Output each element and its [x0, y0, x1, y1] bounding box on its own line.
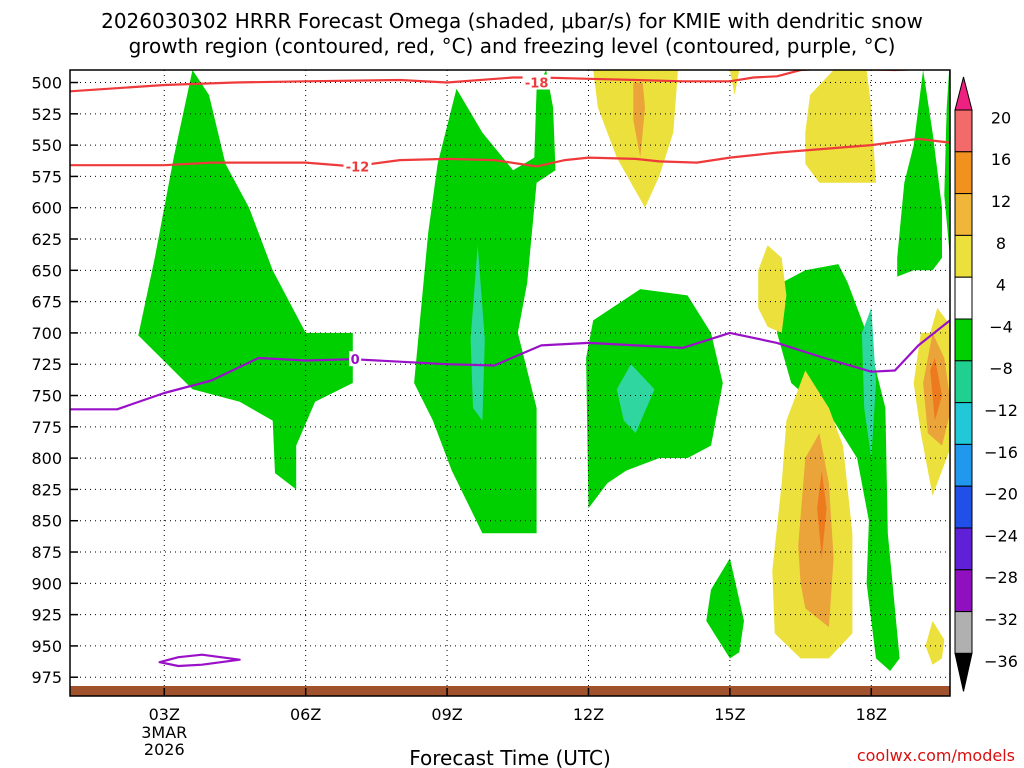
- colorbar-label-7: −12: [984, 401, 1018, 420]
- omega-region-6-teal: [861, 307, 876, 459]
- y-axis-ticks: 500 525 550 575 600 625 650 675 700 725 750 775 800 8…: [31, 74, 78, 687]
- y-tick-label-525: 525: [31, 105, 62, 124]
- x-tick-label-09Z: 09Z: [431, 705, 462, 724]
- colorbar-bottom-arrow: [954, 652, 973, 692]
- colorbar-label-5: −4: [989, 317, 1013, 336]
- purple-contour-1: [158, 653, 241, 668]
- colorbar-swatch-8: [954, 443, 973, 487]
- colorbar-swatch-2: [954, 193, 973, 236]
- colorbar-swatch-6: [954, 360, 973, 404]
- x-tick-sublabel-0: 3MAR: [141, 723, 187, 742]
- y-tick-label-825: 825: [31, 480, 62, 499]
- colorbar-swatch-0: [954, 109, 973, 153]
- omega-region-11-orange: [633, 82, 645, 158]
- y-tick-label-700: 700: [31, 324, 62, 343]
- y-tick-label-750: 750: [31, 387, 62, 406]
- omega-region-8-green: [897, 70, 942, 277]
- omega-region-4-teal: [616, 364, 655, 434]
- x-tick-sublabel-1: 2026: [144, 740, 185, 759]
- plot-frame: [69, 69, 951, 697]
- x-tick-label-12Z: 12Z: [573, 705, 604, 724]
- omega-region-12-yellow: [729, 70, 740, 95]
- y-tick-label-625: 625: [31, 230, 62, 249]
- y-tick-label-950: 950: [31, 637, 62, 656]
- colorbar: 20 16 12 8 4 −4 −8 −12 −16 −20 −24 −28 −32 −36: [954, 76, 1018, 692]
- colorbar-label-4: 4: [996, 276, 1006, 295]
- x-tick-label-15Z: 15Z: [714, 705, 745, 724]
- colorbar-swatch-10: [954, 527, 973, 571]
- colorbar-swatch-5: [954, 318, 973, 362]
- contour-lines: [70, 70, 950, 668]
- purple-contour-label-0: 0: [351, 353, 360, 368]
- y-tick-label-800: 800: [31, 449, 62, 468]
- ground-strip: [70, 686, 950, 696]
- y-tick-label-500: 500: [31, 74, 62, 93]
- x-tick-label-06Z: 06Z: [290, 705, 321, 724]
- colorbar-swatch-7: [954, 402, 973, 445]
- purple-contour-label-bg-0: [349, 351, 362, 367]
- omega-region-17-dorange: [817, 470, 827, 559]
- colorbar-label-3: 8: [996, 234, 1006, 253]
- red-contour-1: [70, 137, 950, 168]
- colorbar-swatch-3: [954, 234, 973, 278]
- plot-area: -18 -12 0 500 525 550 575 600 625 650 675 700 725 75…: [31, 69, 951, 759]
- red-contour-label-bg-0: [522, 74, 551, 90]
- colorbar-label-13: −36: [984, 652, 1018, 671]
- y-tick-label-975: 975: [31, 668, 62, 687]
- x-tick-label-18Z: 18Z: [856, 705, 887, 724]
- x-tick-label-03Z: 03Z: [149, 705, 180, 724]
- colorbar-label-9: −20: [984, 485, 1018, 504]
- omega-region-13-yellow: [805, 70, 876, 183]
- omega-region-21-yellow: [925, 620, 945, 665]
- y-tick-label-600: 600: [31, 199, 62, 218]
- y-tick-label-925: 925: [31, 606, 62, 625]
- y-tick-label-900: 900: [31, 574, 62, 593]
- colorbar-swatch-4: [954, 276, 973, 320]
- omega-region-1-green: [414, 70, 556, 534]
- omega-region-16-orange: [798, 433, 834, 628]
- colorbar-swatch-12: [954, 611, 973, 654]
- y-tick-label-875: 875: [31, 543, 62, 562]
- colorbar-label-11: −28: [984, 568, 1018, 587]
- grid-lines: [70, 70, 950, 696]
- colorbar-swatch-1: [954, 151, 973, 195]
- colorbar-label-6: −8: [989, 359, 1013, 378]
- x-axis-label: Forecast Time (UTC): [409, 746, 611, 768]
- omega-region-9-green: [944, 70, 950, 258]
- omega-region-2-teal: [470, 245, 485, 421]
- chart-title-line-2: growth region (contoured, red, °C) and f…: [129, 34, 896, 58]
- colorbar-label-1: 16: [991, 150, 1011, 169]
- y-tick-label-775: 775: [31, 418, 62, 437]
- purple-contour-0: [70, 319, 950, 411]
- red-contour-label-bg-1: [343, 158, 372, 174]
- contour-labels: -18 -12 0: [343, 74, 551, 368]
- y-tick-label-550: 550: [31, 136, 62, 155]
- colorbar-label-8: −16: [984, 443, 1018, 462]
- y-tick-label-575: 575: [31, 167, 62, 186]
- y-tick-label-850: 850: [31, 512, 62, 531]
- colorbar-label-0: 20: [991, 108, 1011, 127]
- y-tick-label-675: 675: [31, 293, 62, 312]
- omega-region-14-yellow: [758, 245, 787, 333]
- red-contour-label-1: -12: [346, 160, 370, 175]
- colorbar-label-10: −24: [984, 526, 1018, 545]
- y-tick-label-650: 650: [31, 261, 62, 280]
- colorbar-label-2: 12: [991, 192, 1011, 211]
- chart-title-line-1: 2026030302 HRRR Forecast Omega (shaded, …: [101, 9, 923, 33]
- omega-region-20-dorange: [930, 358, 942, 421]
- omega-region-10-yellow: [593, 70, 678, 208]
- colorbar-swatch-11: [954, 569, 973, 613]
- colorbar-label-12: −32: [984, 610, 1018, 629]
- red-contour-label-0: -18: [525, 77, 549, 92]
- colorbar-top-arrow: [954, 76, 973, 111]
- y-tick-label-725: 725: [31, 355, 62, 374]
- omega-shading: [138, 70, 950, 671]
- red-contour-0: [70, 70, 923, 93]
- credit-link[interactable]: coolwx.com/models: [857, 746, 1015, 765]
- colorbar-swatch-9: [954, 485, 973, 529]
